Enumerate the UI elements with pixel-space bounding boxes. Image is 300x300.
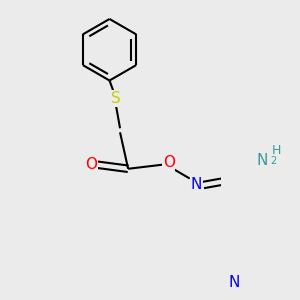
Text: O: O	[85, 157, 97, 172]
Text: 2: 2	[270, 156, 276, 166]
Text: N: N	[257, 153, 268, 168]
Text: H: H	[272, 144, 281, 157]
Text: N: N	[190, 178, 202, 193]
Text: O: O	[163, 155, 175, 170]
Text: S: S	[111, 91, 121, 106]
Text: N: N	[229, 275, 240, 290]
